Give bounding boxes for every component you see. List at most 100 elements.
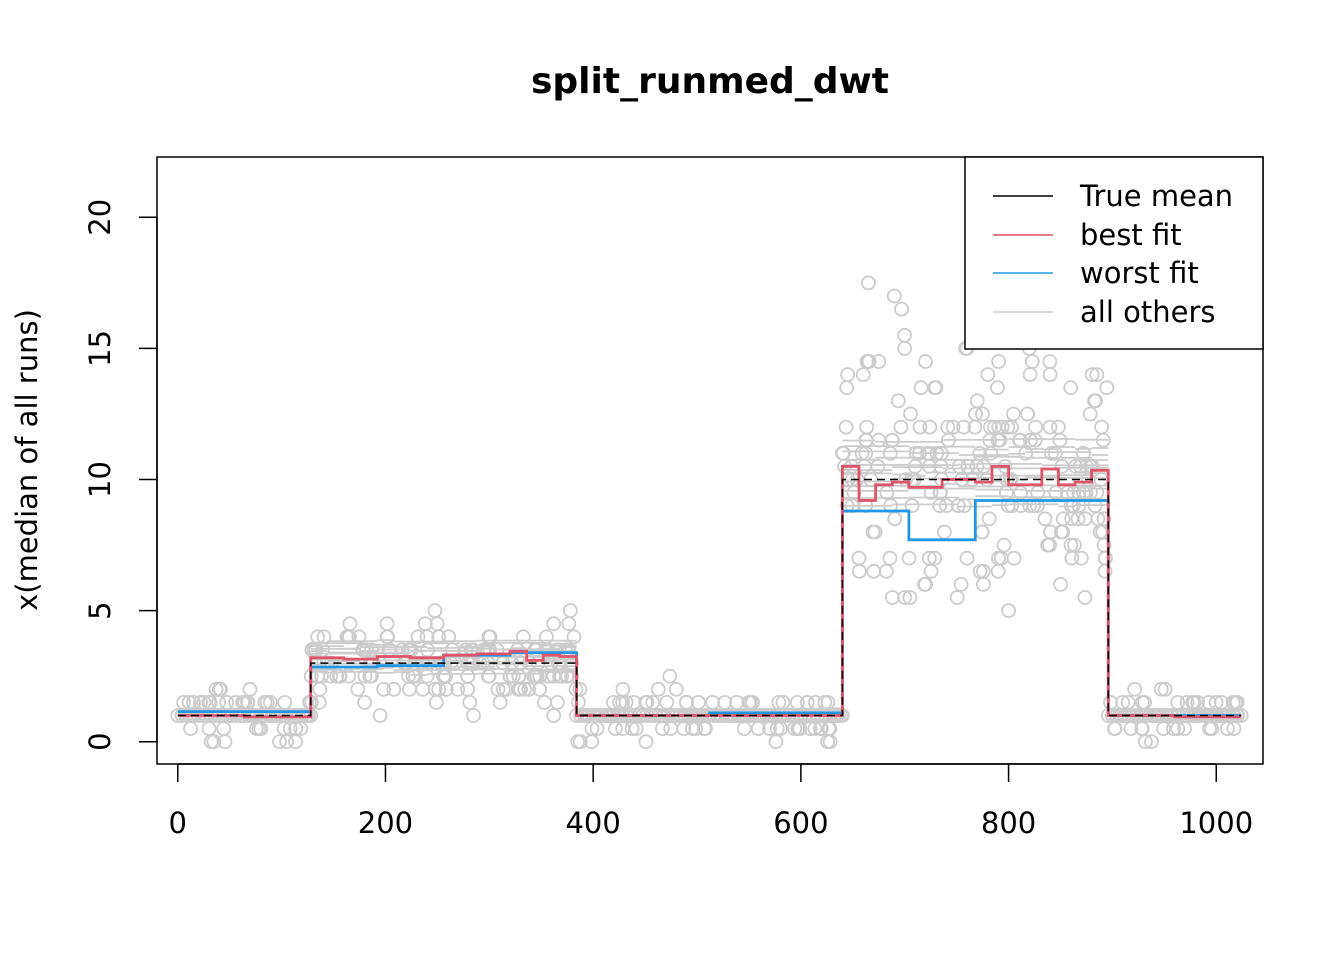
data-point — [1157, 681, 1173, 697]
data-point — [1077, 511, 1093, 527]
data-point — [401, 681, 417, 697]
data-point — [1084, 367, 1100, 383]
data-point — [288, 734, 303, 750]
y-axis: 0 5 10 15 20 — [83, 199, 158, 751]
data-point — [615, 681, 631, 697]
data-point — [323, 668, 339, 684]
data-point — [498, 681, 514, 697]
data-point — [1053, 524, 1069, 540]
data-point — [918, 354, 933, 369]
data-point — [662, 668, 678, 684]
data-point — [480, 668, 496, 684]
data-point — [855, 367, 871, 383]
data-point — [969, 393, 985, 409]
data-point — [1028, 419, 1043, 435]
data-point — [976, 577, 991, 592]
data-point — [991, 354, 1006, 369]
data-point — [975, 406, 990, 422]
data-point — [537, 695, 552, 710]
data-point — [949, 590, 965, 605]
data-point — [1022, 367, 1038, 383]
data-point — [886, 288, 902, 304]
data-point — [736, 721, 752, 736]
series-line-true-mean — [177, 478, 1242, 717]
data-point — [1156, 721, 1171, 736]
data-point — [981, 511, 997, 527]
data-point — [932, 498, 948, 514]
data-point — [183, 721, 199, 736]
data-point — [717, 695, 733, 710]
data-point — [410, 629, 426, 645]
data-point — [893, 419, 909, 435]
data-point — [884, 590, 900, 605]
data-point — [1006, 406, 1021, 422]
data-point — [438, 681, 454, 697]
data-point — [808, 695, 823, 710]
data-point — [517, 681, 533, 697]
y-axis-label: x(median of all runs) — [10, 309, 44, 611]
data-point — [550, 695, 565, 710]
data-point — [867, 524, 883, 540]
data-point — [216, 721, 232, 736]
y-tick-label: 15 — [83, 330, 117, 367]
data-point — [678, 695, 694, 710]
data-point — [897, 590, 913, 605]
data-point — [1043, 524, 1058, 540]
legend: True mean best fit worst fit all others — [964, 156, 1264, 350]
y-tick-label: 5 — [83, 601, 117, 619]
data-point — [913, 380, 929, 396]
data-point — [1103, 695, 1118, 710]
data-point — [357, 695, 373, 710]
data-point — [951, 458, 967, 474]
y-tick-label: 20 — [83, 199, 117, 236]
data-point — [566, 629, 582, 645]
data-point — [851, 550, 867, 566]
data-point — [871, 354, 887, 369]
data-point — [570, 734, 586, 750]
data-point — [1042, 367, 1058, 383]
series-lines — [177, 464, 1242, 719]
data-point — [890, 393, 906, 409]
data-point — [460, 681, 476, 697]
data-point — [1047, 445, 1063, 461]
data-point — [1022, 432, 1038, 448]
data-point — [887, 511, 903, 527]
data-point — [208, 681, 224, 697]
data-point — [376, 681, 392, 697]
data-point — [1052, 432, 1068, 448]
data-point — [990, 380, 1005, 396]
data-point — [428, 695, 444, 710]
data-point — [902, 590, 918, 605]
y-tick-label: 10 — [83, 461, 117, 498]
data-point — [1037, 511, 1053, 527]
data-point — [922, 419, 938, 435]
data-point — [1073, 550, 1089, 566]
data-point — [839, 380, 855, 396]
data-point — [561, 616, 577, 632]
data-point — [1107, 721, 1123, 736]
data-point — [206, 734, 222, 750]
data-point — [996, 537, 1012, 553]
data-point — [312, 681, 328, 697]
data-point — [1127, 681, 1143, 697]
x-tick-label: 600 — [773, 806, 828, 840]
data-point — [1087, 393, 1102, 409]
data-point — [953, 577, 969, 592]
x-tick-label: 200 — [358, 806, 413, 840]
data-point — [1099, 380, 1115, 396]
series-line-best-fit — [177, 464, 1242, 719]
x-axis: 0 200 400 600 800 1000 — [169, 763, 1253, 840]
x-tick-label: 0 — [169, 806, 187, 840]
data-point — [211, 695, 227, 710]
data-point — [350, 681, 366, 697]
data-point — [277, 695, 293, 710]
data-point — [972, 563, 988, 579]
data-point — [921, 550, 937, 566]
data-point — [972, 445, 988, 461]
data-point — [956, 419, 971, 435]
data-point — [1063, 537, 1079, 553]
data-point — [974, 524, 990, 540]
data-point — [903, 406, 918, 422]
data-point — [358, 642, 374, 658]
data-point — [1044, 445, 1059, 461]
